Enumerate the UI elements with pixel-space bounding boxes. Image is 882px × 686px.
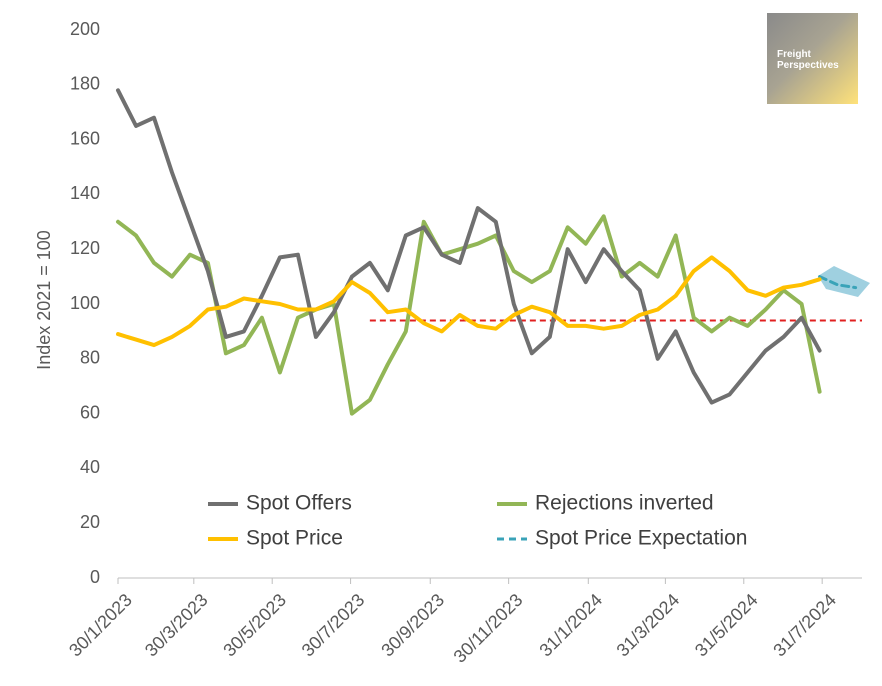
- y-tick-label: 0: [90, 567, 100, 587]
- y-tick-label: 100: [70, 293, 100, 313]
- x-tick-label: 31/1/2024: [535, 590, 606, 661]
- y-tick-label: 200: [70, 19, 100, 39]
- y-tick-label: 120: [70, 238, 100, 258]
- legend: Spot Offers Rejections inverted Spot Price…: [208, 492, 747, 550]
- legend-label: Spot Price Expectation: [535, 527, 747, 550]
- series-line: [116, 214, 822, 416]
- x-tick-label: 30/9/2023: [377, 590, 448, 661]
- logo-text: Perspectives: [777, 60, 839, 71]
- y-tick-label: 40: [80, 457, 100, 477]
- x-tick-label: 31/5/2024: [691, 590, 762, 661]
- y-axis-label: Index 2021 = 100: [34, 230, 54, 370]
- y-tick-label: 180: [70, 74, 100, 94]
- y-tick-label: 160: [70, 128, 100, 148]
- legend-label: Rejections inverted: [535, 492, 714, 515]
- y-tick-label: 80: [80, 348, 100, 368]
- x-tick-label: 31/7/2024: [769, 590, 840, 661]
- legend-label: Spot Price: [246, 527, 343, 550]
- series-line: [116, 255, 822, 348]
- expectation-band: [818, 266, 870, 297]
- y-tick-label: 60: [80, 402, 100, 422]
- series-line: [116, 88, 822, 405]
- logo-box: [767, 13, 858, 104]
- x-tick-label: 31/3/2024: [613, 590, 684, 661]
- x-tick-label: 30/1/2023: [65, 590, 136, 661]
- y-tick-label: 20: [80, 512, 100, 532]
- x-tick-label: 30/7/2023: [298, 590, 369, 661]
- series-line: [818, 275, 858, 290]
- x-tick-label: 30/3/2023: [141, 590, 212, 661]
- x-tick-label: 30/5/2023: [219, 590, 290, 661]
- legend-label: Spot Offers: [246, 492, 352, 515]
- x-tick-label: 30/11/2023: [450, 590, 527, 667]
- logo-text: Freight: [777, 49, 812, 60]
- y-tick-label: 140: [70, 183, 100, 203]
